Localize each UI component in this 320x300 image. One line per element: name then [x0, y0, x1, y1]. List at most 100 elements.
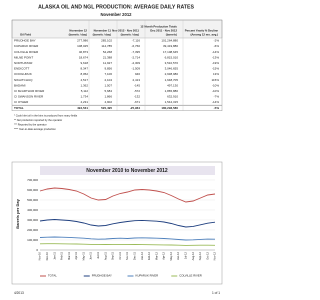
- page-title: ALASKA OIL AND NGL PRODUCTION: AVERAGE D…: [38, 4, 194, 10]
- legend-label: COLVILLE RIVER: [179, 274, 202, 278]
- table-cell: -7,116: [132, 39, 141, 43]
- table-cell: 6,815,010: [165, 55, 179, 59]
- table-cell: 2,104: [104, 78, 112, 82]
- table-cell: PRUDHOE BAY: [14, 39, 36, 43]
- table-cell: -5%: [214, 106, 220, 110]
- table-cell: MILNE POINT: [14, 55, 33, 59]
- table-cell: 46,873: [79, 50, 89, 54]
- table-cell: -2%: [214, 39, 220, 43]
- table-cell: 494,531: [77, 106, 88, 110]
- table-cell: 1,507: [104, 83, 112, 87]
- table-cell: ENDICOTT: [14, 67, 30, 71]
- x-tick-label: Apr-11: [74, 251, 78, 259]
- table-cell: CI OTHER: [14, 100, 29, 104]
- x-tick-label: Mar-11: [67, 251, 71, 260]
- column-header: November 11: [94, 29, 112, 33]
- x-tick-label: Feb-12: [147, 251, 151, 260]
- table-cell: -7,395: [131, 50, 140, 54]
- table-cell: -6,760: [131, 44, 140, 48]
- table-cell: -14%: [212, 100, 219, 104]
- legend-label: PRUDHOE BAY: [92, 274, 112, 278]
- page-subtitle: November 2012: [101, 12, 133, 17]
- table-cell: 1,544,315: [165, 100, 179, 104]
- table-cell: 1,648,705: [165, 78, 179, 82]
- table-cell: -19%: [212, 61, 219, 65]
- note: *** Reported by the operator: [14, 122, 47, 126]
- table-cell: 632,910: [167, 95, 178, 99]
- table-cell: OOOGURUK: [14, 72, 32, 76]
- x-tick-label: Aug-11: [103, 251, 107, 260]
- series-line: [39, 236, 216, 241]
- table-cell: KUPARUK RIVER: [14, 44, 39, 48]
- table-cell: 3,510,570: [165, 61, 179, 65]
- x-tick-label: Oct-11: [118, 251, 122, 259]
- page: ALASKA OIL AND NGL PRODUCTION: AVERAGE D…: [11, 4, 223, 295]
- table-cell: -132: [134, 95, 140, 99]
- y-tick-label: 700,000: [27, 178, 38, 182]
- x-tick-label: Oct-12: [205, 251, 209, 259]
- y-axis-label: Barrels per Day: [15, 198, 20, 228]
- table-cell: -13%: [212, 55, 219, 59]
- x-tick-label: Sep-12: [198, 251, 202, 260]
- table-cell: 11,927: [103, 61, 112, 65]
- table-cell: 8,347: [80, 67, 88, 71]
- table-cell: NORTHSTAR: [14, 61, 33, 65]
- x-tick-label: Jan-12: [140, 251, 144, 259]
- table-cell: -572: [134, 89, 140, 93]
- x-tick-label: Jul-11: [96, 251, 100, 258]
- table-cell: 4,231: [80, 100, 88, 104]
- x-tick-label: Jan-11: [52, 251, 56, 259]
- x-tick-label: Sep-11: [111, 251, 115, 260]
- table-cell: 108,025: [77, 44, 88, 48]
- table-cell: BADAMI: [14, 83, 26, 87]
- table-cell: -1,509: [131, 67, 140, 71]
- table-cell: 8,052: [80, 72, 88, 76]
- x-tick-label: May-11: [81, 251, 85, 260]
- series-line: [39, 243, 216, 246]
- table-cell: 101,264,880: [161, 39, 178, 43]
- table-cell: 285,102: [101, 39, 112, 43]
- table-cell: 9,618: [80, 61, 88, 65]
- table-cell: -10%: [212, 89, 219, 93]
- x-tick-label: Dec-11: [132, 251, 136, 260]
- table-cell: CI McARTHUR RIVER: [14, 89, 45, 93]
- note: **** Year-to-date average production: [14, 127, 56, 131]
- y-tick-label: 200,000: [27, 228, 38, 232]
- column-header: 12 Month Production Totals: [140, 25, 177, 29]
- column-header: Oil Field: [20, 33, 31, 37]
- table-cell: 5,112: [81, 89, 89, 93]
- column-header: (Among 12 mo. avg.): [190, 33, 218, 37]
- column-header: (barrels / day): [69, 33, 87, 37]
- note: ** Net production reported by the operat…: [14, 118, 62, 122]
- table-cell: 54,268: [103, 50, 113, 54]
- table-cell: 13%: [213, 72, 219, 76]
- footer-page: 1 of 1: [212, 291, 220, 295]
- table-cell: -145: [134, 83, 140, 87]
- x-tick-label: Dec-10: [45, 251, 49, 260]
- table-cell: 9,856: [104, 67, 112, 71]
- table-cell: 3,046,655: [165, 67, 179, 71]
- x-tick-label: Jun-12: [176, 251, 180, 259]
- table-cell: 1,865,880: [165, 89, 179, 93]
- table-cell: -7%: [214, 95, 220, 99]
- table-cell: 18,674: [79, 55, 89, 59]
- y-tick-label: 0: [36, 248, 38, 252]
- x-tick-label: Nov-11: [125, 251, 129, 260]
- y-tick-label: 100,000: [27, 238, 38, 242]
- table-cell: 497,130: [167, 83, 178, 87]
- column-header: (barrels / day): [121, 33, 139, 37]
- table-cell: 4,517: [80, 78, 88, 82]
- chart-title-bar: [40, 166, 215, 175]
- column-header: Percent Yearly % Decline: [185, 29, 219, 33]
- table-cell: 1,362: [80, 83, 88, 87]
- table-cell: 17,108,645: [163, 50, 178, 54]
- series-line: [39, 187, 216, 203]
- table-cell: 946: [135, 72, 140, 76]
- table-cell: 21,388: [103, 55, 113, 59]
- table-cell: 520,495: [101, 106, 112, 110]
- legend-label: KUPARUK RIVER: [136, 274, 159, 278]
- table-cell: 114,785: [101, 44, 112, 48]
- table-cell: -15%: [212, 67, 219, 71]
- table-cell: NIKAITCHUQ: [14, 78, 33, 82]
- table-cell: 5,684: [104, 89, 112, 93]
